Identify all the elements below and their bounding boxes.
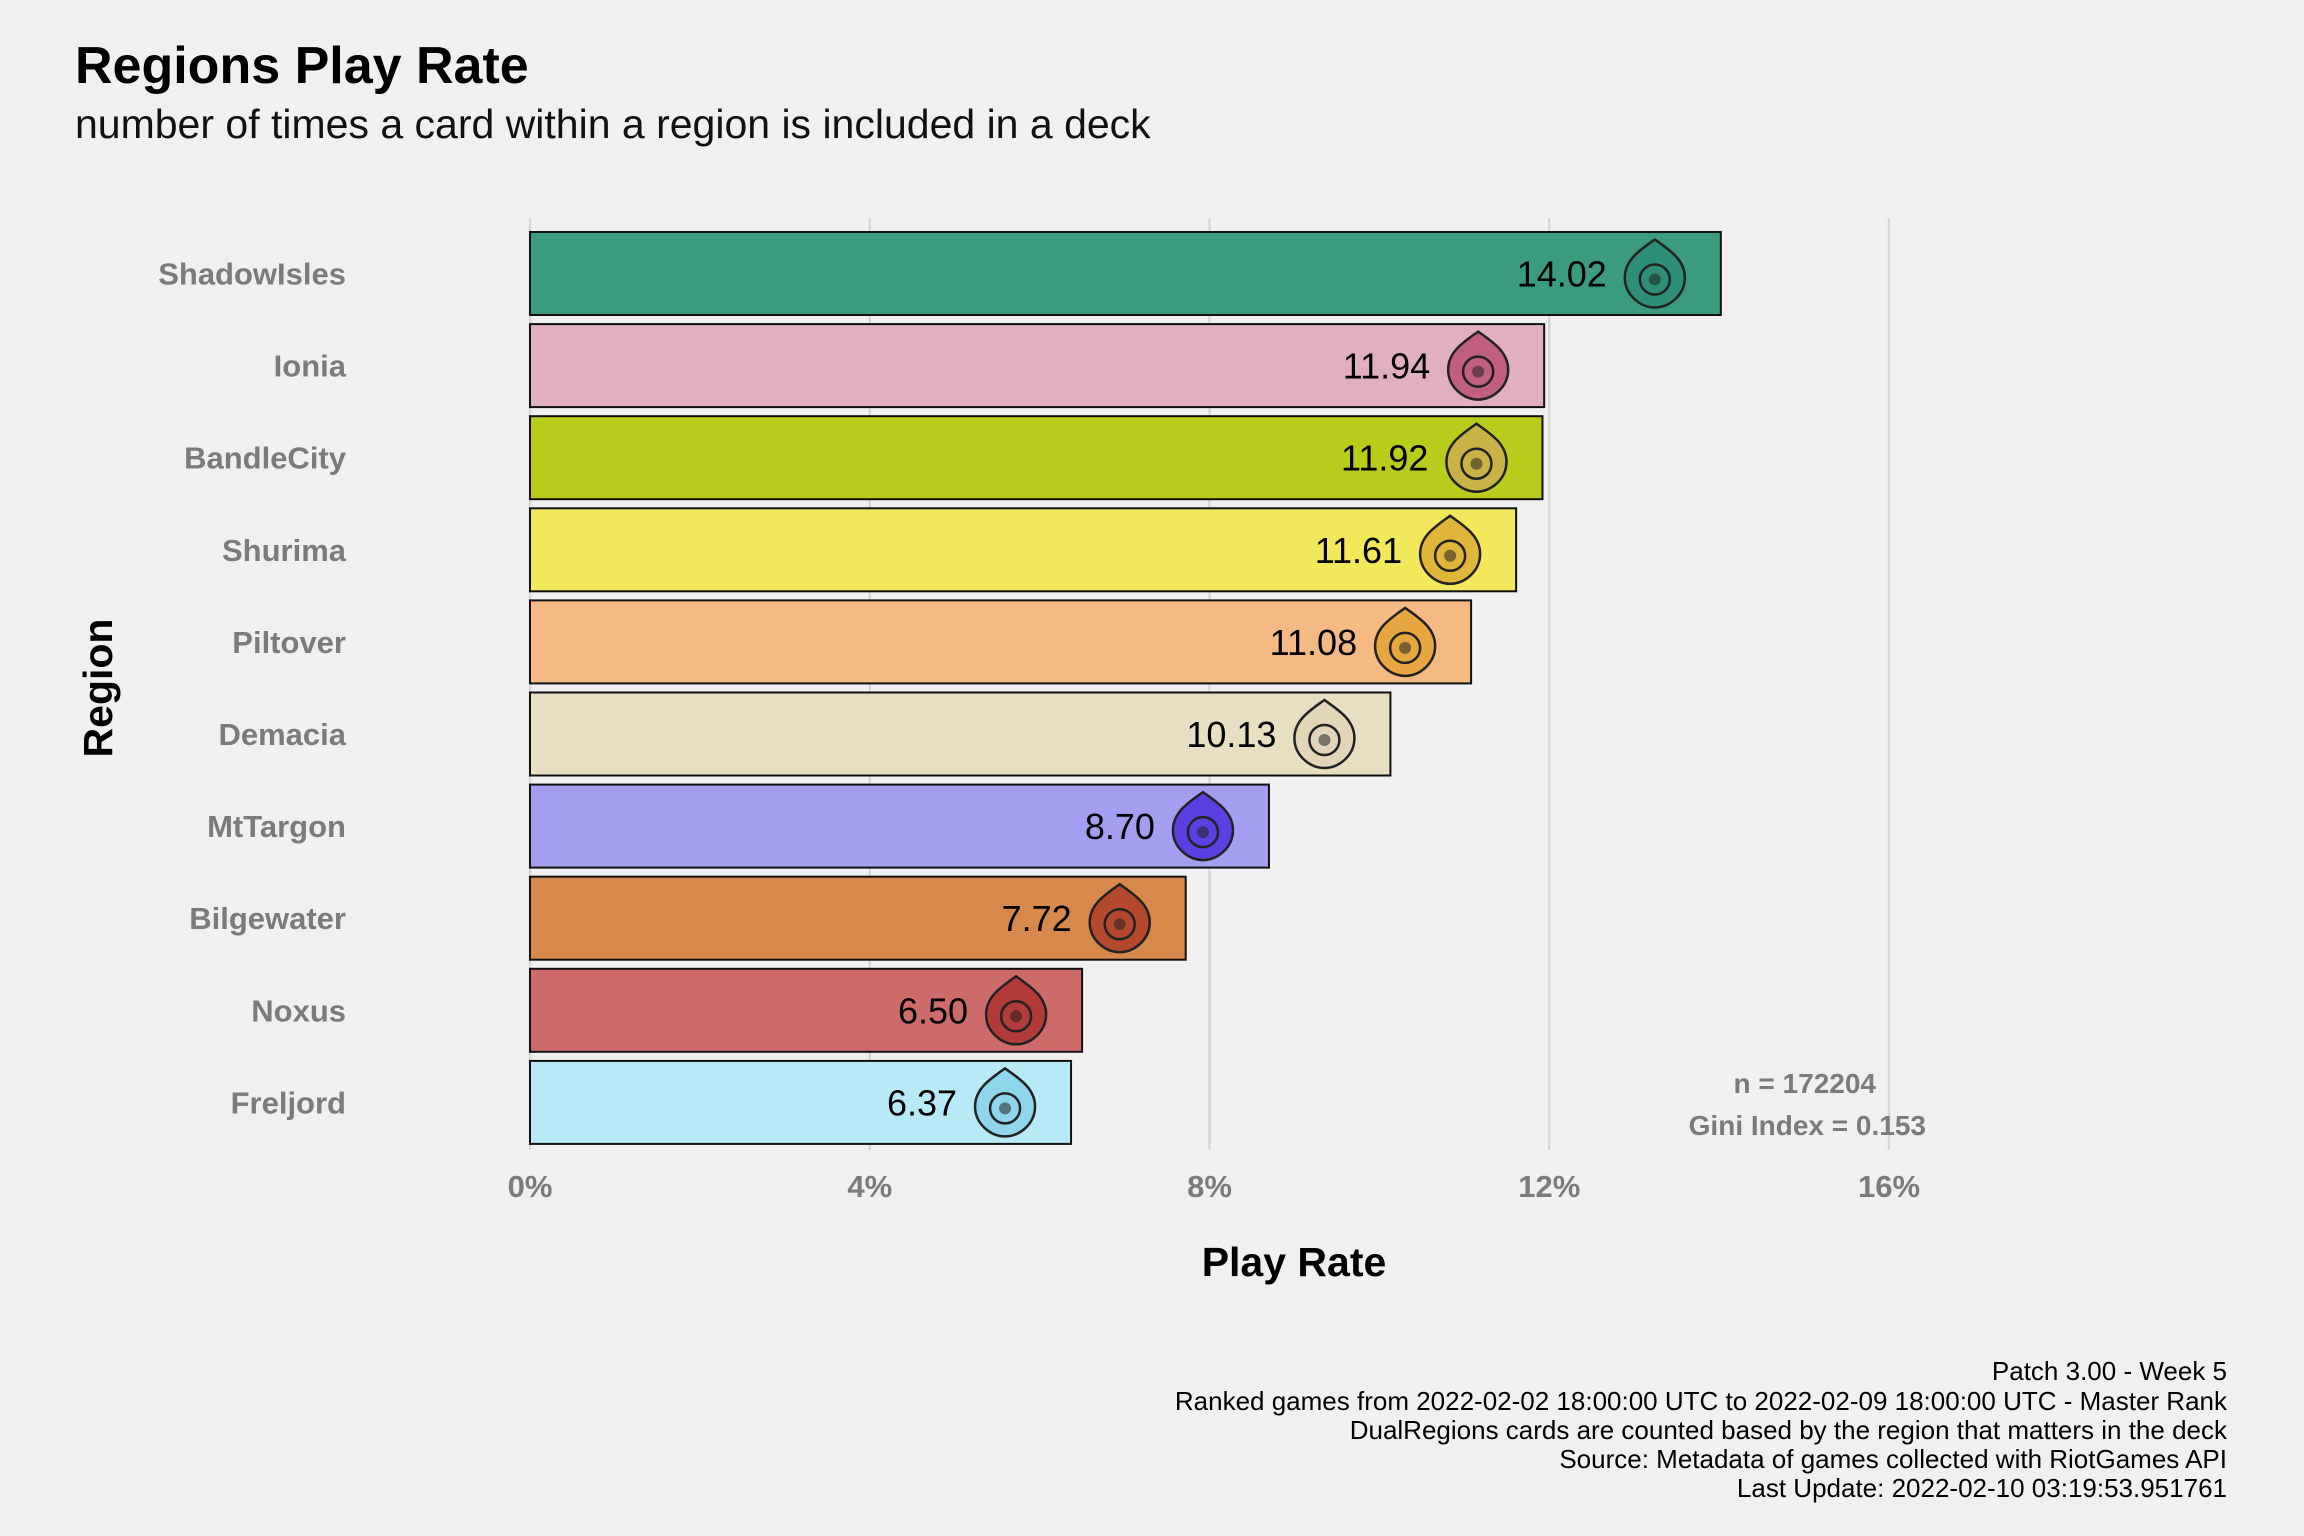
x-axis-title: Play Rate: [1202, 1239, 1387, 1285]
y-tick-label: BandleCity: [184, 441, 347, 476]
caption-line: Source: Metadata of games collected with…: [1559, 1444, 2227, 1474]
caption: Patch 3.00 - Week 5 Ranked games from 20…: [1175, 1356, 2228, 1503]
bar: [529, 323, 1546, 409]
caption-line: Last Update: 2022-02-10 03:19:53.951761: [1737, 1473, 2227, 1503]
y-tick-label: Ionia: [274, 349, 347, 384]
y-tick-label: MtTargon: [207, 809, 346, 844]
y-tick-label: Piltover: [232, 625, 346, 660]
gini-annotation: Gini Index = 0.153: [1689, 1110, 1926, 1141]
x-tick-label: 16%: [1858, 1169, 1920, 1204]
shurima-icon: [1418, 514, 1482, 586]
value-label: 7.72: [1002, 898, 1072, 939]
value-label: 11.08: [1270, 622, 1357, 663]
bar: [529, 231, 1722, 316]
y-tick-label: ShadowIsles: [158, 257, 346, 292]
value-label: 11.61: [1315, 530, 1402, 571]
y-axis-title: Region: [75, 619, 121, 758]
value-label: 11.92: [1341, 438, 1428, 479]
demacia-icon: [1293, 698, 1356, 770]
y-tick-label: Bilgewater: [189, 901, 346, 936]
caption-line: Patch 3.00 - Week 5: [1992, 1356, 2227, 1386]
x-tick-label: 12%: [1518, 1169, 1580, 1204]
bandlecity-icon: [1445, 422, 1508, 493]
bar: [529, 415, 1544, 501]
value-label: 8.70: [1085, 806, 1155, 847]
value-label: 6.50: [898, 990, 968, 1031]
mttargon-icon: [1171, 790, 1235, 862]
y-tick-label: Freljord: [231, 1085, 346, 1120]
caption-line: DualRegions cards are counted based by t…: [1350, 1415, 2228, 1445]
chart-title: Regions Play Rate: [75, 37, 529, 95]
caption-line: Ranked games from 2022-02-02 18:00:00 UT…: [1175, 1386, 2228, 1416]
bilgewater-icon: [1088, 882, 1151, 954]
x-tick-label: 8%: [1187, 1169, 1232, 1204]
y-tick-label: Noxus: [251, 993, 346, 1028]
chart-subtitle: number of times a card within a region i…: [75, 101, 1151, 147]
y-tick-label: Demacia: [218, 717, 346, 752]
x-tick-label: 4%: [847, 1169, 892, 1204]
noxus-icon: [984, 974, 1048, 1046]
x-ticks: 0% 4% 8% 12% 16%: [508, 1169, 1920, 1204]
bar: [529, 599, 1473, 685]
sample-size-annotation: n = 172204: [1734, 1068, 1877, 1099]
bar: [529, 875, 1187, 961]
value-label: 10.13: [1186, 714, 1276, 755]
y-tick-label: Shurima: [222, 533, 347, 568]
x-tick-label: 0%: [508, 1169, 553, 1204]
bar: [529, 783, 1270, 869]
bars-group: ShadowIsles 14.02 Ionia 11.94 BandleCity 11.9…: [158, 231, 1722, 1145]
value-label: 6.37: [887, 1082, 957, 1123]
value-label: 14.02: [1517, 254, 1607, 295]
bar: [529, 691, 1392, 777]
value-label: 11.94: [1343, 346, 1430, 387]
ionia-icon: [1446, 330, 1510, 401]
freljord-icon: [973, 1066, 1037, 1138]
shadowisles-icon: [1623, 237, 1687, 309]
piltover-icon: [1373, 606, 1437, 678]
bar: [529, 507, 1518, 593]
